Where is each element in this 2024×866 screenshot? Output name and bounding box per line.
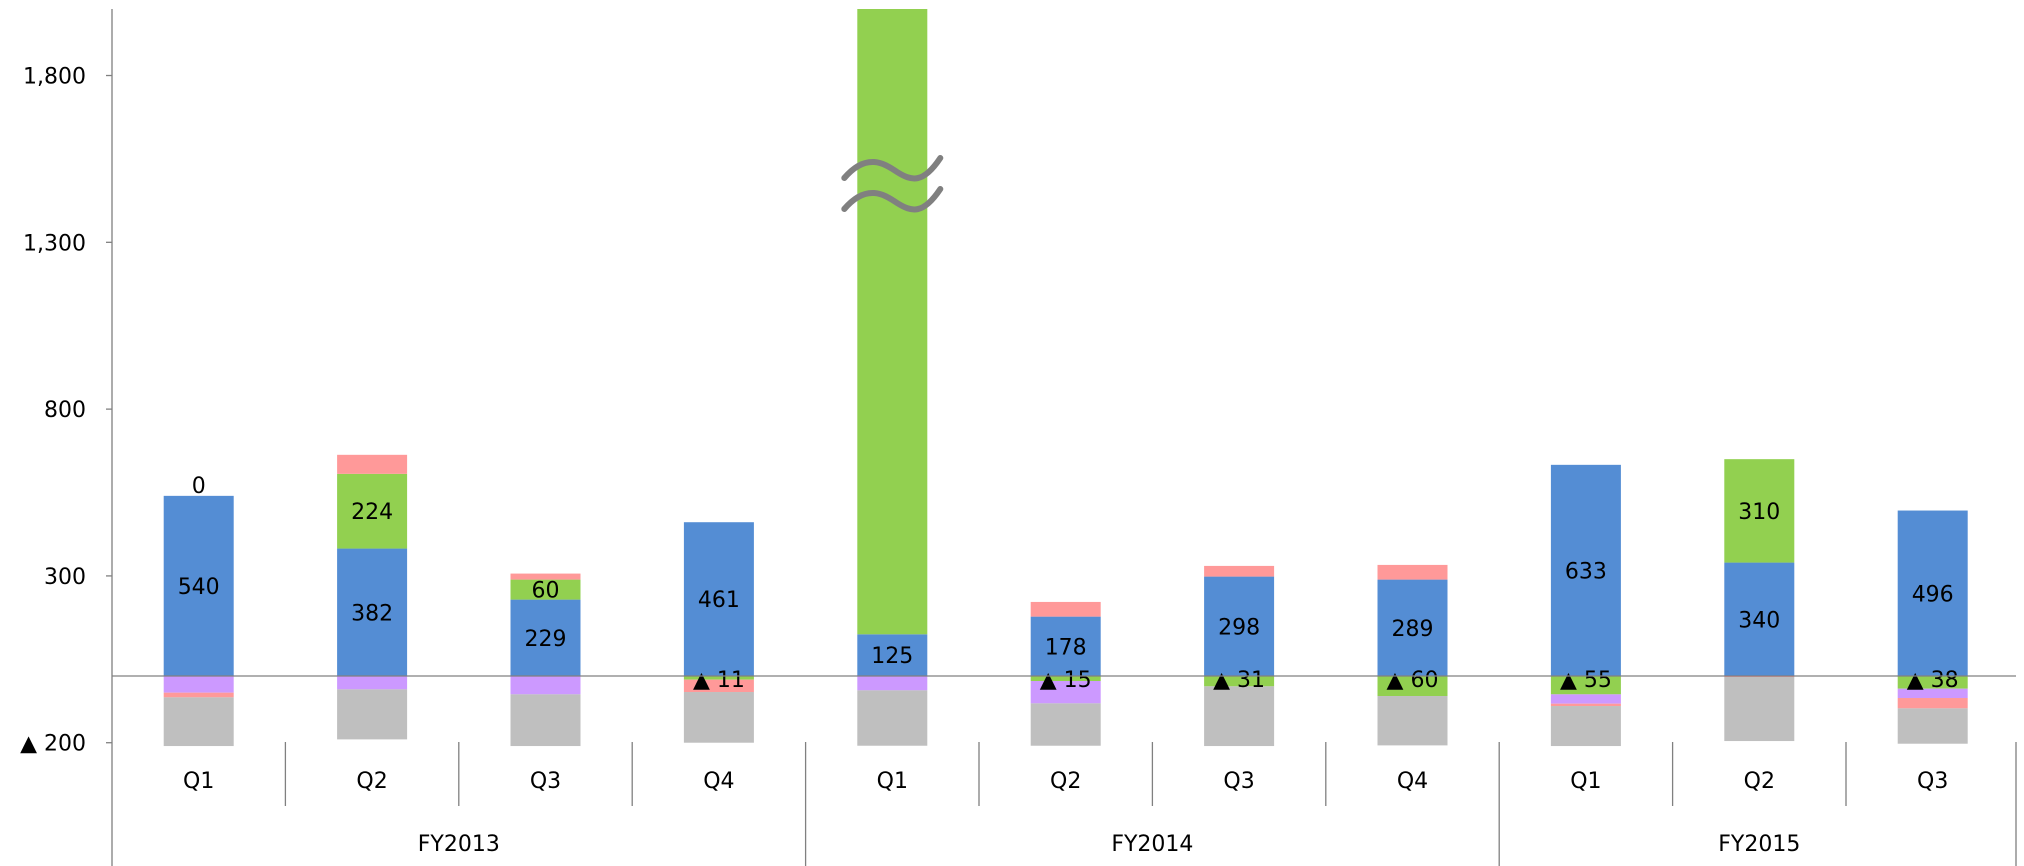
data-label: 540 (178, 575, 220, 600)
data-label: 340 (1738, 608, 1780, 633)
bar-segment-blue (1724, 562, 1795, 676)
bar-segment-pink (1204, 565, 1275, 577)
quarter-label: Q3 (530, 769, 561, 794)
data-label: ▲ 15 (1040, 668, 1092, 693)
quarter-label: Q1 (183, 769, 214, 794)
axis-layer: ▲ 200 300 800 1,300 1,800 (20, 9, 113, 866)
bar-segment-gray (1030, 703, 1101, 746)
bar-segment-gray (1897, 708, 1968, 744)
bar-segment-purple (510, 676, 581, 695)
bar-segment-gray (857, 690, 928, 746)
bar-layer (163, 9, 1968, 747)
quarter-label: Q2 (1744, 769, 1775, 794)
data-label: 310 (1738, 500, 1780, 525)
bar-segment-blue (163, 495, 234, 676)
y-tick-label: 300 (44, 565, 86, 590)
bar-segment-purple (163, 676, 234, 693)
bar-segment-pink (1550, 703, 1621, 707)
bar-segment-pink (1897, 698, 1968, 709)
data-label: 633 (1565, 559, 1607, 584)
bar-segment-green (683, 676, 754, 680)
bar-segment-pink (337, 454, 408, 474)
bar-segment-green (1377, 676, 1448, 697)
quarter-label: Q3 (1223, 769, 1254, 794)
bar-segment-green (1030, 676, 1101, 682)
bar-segment-blue (1897, 510, 1968, 676)
bar-segment-pink (1377, 564, 1448, 580)
bar-segment-blue (1204, 576, 1275, 676)
bar-segment-blue (1030, 616, 1101, 676)
data-label: 178 (1045, 635, 1087, 660)
data-label: 229 (525, 627, 567, 652)
bar-segment-green (510, 579, 581, 600)
bar-segment-purple (1897, 688, 1968, 699)
bar-segment-blue (1377, 579, 1448, 676)
data-label: ▲ 38 (1907, 668, 1959, 693)
group-label: FY2014 (1111, 832, 1193, 857)
quarter-label: Q4 (1397, 769, 1428, 794)
bar-segment-gray (1204, 686, 1275, 747)
quarter-label: Q4 (703, 769, 734, 794)
bar-segment-green (1204, 676, 1275, 687)
data-label: 461 (698, 588, 740, 613)
y-tick-label: 1,800 (23, 65, 86, 90)
bar-segment-gray (1724, 677, 1795, 742)
bar-segment-green (1550, 676, 1621, 695)
group-label: FY2015 (1718, 832, 1800, 857)
data-label: ▲ 11 (693, 668, 745, 693)
bar-segment-pink (163, 692, 234, 698)
axis-break-mark (841, 155, 944, 182)
quarter-label: Q2 (1050, 769, 1081, 794)
data-label: ▲ 31 (1213, 668, 1265, 693)
y-tick-label: ▲ 200 (20, 732, 86, 757)
bar-segment-purple (1030, 681, 1101, 704)
bar-segment-gray (337, 689, 408, 740)
data-label: 0 (192, 474, 206, 499)
y-tick-label: 800 (44, 398, 86, 423)
bar-segment-gray (163, 697, 234, 747)
bar-segment-purple (857, 676, 928, 691)
bar-segment-green (1897, 676, 1968, 689)
quarter-label: Q1 (877, 769, 908, 794)
quarter-label: Q1 (1570, 769, 1601, 794)
data-label: 382 (351, 601, 393, 626)
axis-break-mark (841, 186, 944, 213)
bar-segment-blue (510, 599, 581, 676)
bar-segment-pink (510, 573, 581, 580)
bar-segment-green (1724, 459, 1795, 563)
data-label: 298 (1218, 615, 1260, 640)
data-label: 60 (532, 579, 560, 604)
category-axis: Q1 Q2 Q3 Q4 FY2013 Q1 Q2 Q3 Q4 FY2014 Q1 Q2 Q3 FY2015 (183, 742, 2017, 866)
bar-segment-gray (1550, 706, 1621, 747)
bar-segment-purple (1550, 694, 1621, 704)
data-label: 496 (1912, 582, 1954, 607)
bar-segment-green (337, 473, 408, 549)
quarter-label: Q3 (1917, 769, 1948, 794)
quarter-label: Q2 (356, 769, 387, 794)
data-label: 224 (351, 500, 393, 525)
bar-segment-green (857, 9, 928, 635)
bar-segment-gray (1377, 696, 1448, 746)
group-label: FY2013 (418, 832, 500, 857)
bar-segment-pink (1030, 601, 1101, 617)
bar-segment-blue (683, 522, 754, 676)
bar-segment-pink (683, 679, 754, 693)
data-label: ▲ 55 (1560, 668, 1612, 693)
bar-segment-blue (1550, 464, 1621, 676)
data-label: 289 (1392, 617, 1434, 642)
y-tick-label: 1,300 (23, 231, 86, 256)
data-label: ▲ 60 (1387, 668, 1439, 693)
data-label: 125 (871, 644, 913, 669)
bar-segment-gray (510, 694, 581, 747)
bar-segment-blue (337, 548, 408, 676)
bar-segment-purple (337, 676, 408, 690)
bar-segment-blue (857, 634, 928, 676)
label-layer: 540 0 382 224 229 60 461 ▲ 11 125 178 ▲ 15 298 ▲ 31 2… (112, 155, 2016, 693)
bar-segment-gray (683, 692, 754, 743)
